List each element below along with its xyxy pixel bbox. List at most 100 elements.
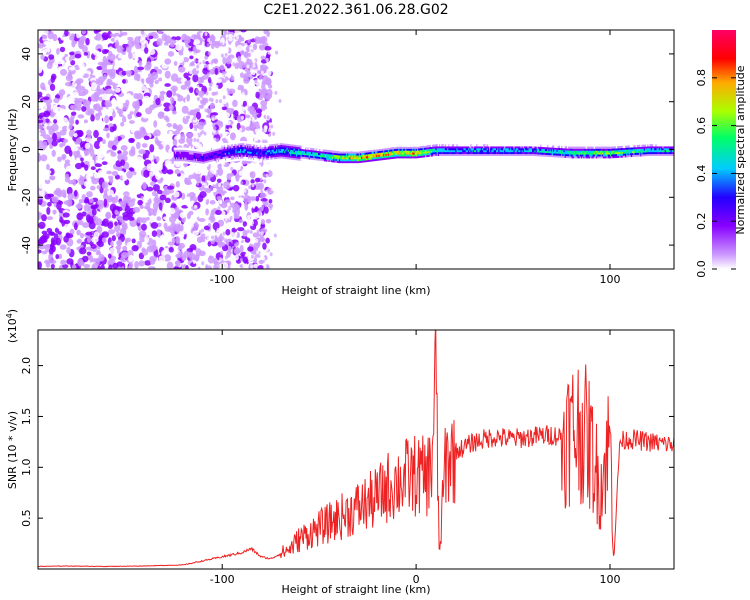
spectrogram-ridge-cell xyxy=(511,151,514,155)
spectrogram-ridge-cell xyxy=(507,144,510,147)
spectrogram-ridge-cell xyxy=(427,154,430,158)
spectrogram-ridge-cell xyxy=(199,149,202,152)
spectrogram-ridge-cell xyxy=(458,149,461,153)
spectrogram-noise-cell xyxy=(191,97,195,102)
spectrogram-noise-cell xyxy=(193,138,197,143)
spectrogram-ridge-cell xyxy=(444,151,448,155)
spectrogram-ridge-cell xyxy=(208,146,211,149)
spectrogram-noise-cell xyxy=(157,111,165,119)
spectrogram-noise-cell xyxy=(104,115,110,124)
spectrogram-ridge-cell xyxy=(281,141,285,144)
spectrogram-ridge-cell xyxy=(523,151,527,155)
spectrogram-ridge-cell xyxy=(276,147,279,150)
spectrogram-ridge-cell xyxy=(504,151,507,155)
spectrogram-noise-cell xyxy=(247,246,254,252)
spectrogram-ridge-cell xyxy=(384,150,387,153)
spectrogram-ridge-cell xyxy=(327,155,330,158)
spectrogram-noise-cell xyxy=(234,225,238,230)
spectrogram-noise-cell xyxy=(74,53,82,59)
spectrogram-ridge-cell xyxy=(343,149,346,152)
spectrogram-ridge-cell xyxy=(529,144,532,147)
spectrogram-ridge-cell xyxy=(312,153,315,157)
spectrogram-ridge-cell xyxy=(413,146,416,149)
spectrogram-ridge-cell xyxy=(276,152,279,156)
spectrogram-noise-cell xyxy=(210,209,215,215)
spectrogram-noise-cell xyxy=(213,126,217,131)
spectrogram-ridge-cell xyxy=(350,160,353,164)
spectrogram-ridge-cell xyxy=(173,147,176,150)
spectrogram-ridge-cell xyxy=(442,146,445,149)
spectrogram-ridge-cell xyxy=(195,160,199,163)
spectrogram-ridge-cell xyxy=(371,161,374,164)
spectrogram-ridge-cell xyxy=(337,153,340,156)
spectrogram-ridge-cell xyxy=(317,156,321,159)
spectrogram-noise-cell xyxy=(199,191,207,198)
spectrogram-noise-cell xyxy=(149,244,157,253)
spectrogram-ridge-cell xyxy=(466,148,470,151)
spectrogram-ridge-cell xyxy=(390,149,393,152)
spectrogram-noise-cell xyxy=(44,178,51,185)
spectrogram-ridge-cell xyxy=(355,160,358,164)
spectrogram-ridge-cell xyxy=(247,158,250,161)
spectrogram-noise-cell xyxy=(133,93,139,100)
spectrogram-ridge-cell xyxy=(342,159,345,162)
spectrogram-ridge-cell xyxy=(441,153,444,157)
spectrogram-ridge-cell xyxy=(250,151,253,154)
spectrogram-ridge-cell xyxy=(256,150,259,153)
spectrogram-ridge-cell xyxy=(337,157,340,160)
spectrogram-ridge-cell xyxy=(470,148,473,151)
spectrogram-noise-cell xyxy=(38,153,41,162)
spectrogram-noise-cell xyxy=(243,76,250,84)
spectrogram-ridge-cell xyxy=(219,144,222,147)
spectrogram-ridge-cell xyxy=(307,153,310,156)
spectrogram-noise-cell xyxy=(265,136,269,141)
spectrogram-ridge-cell xyxy=(188,159,192,162)
spectrogram-noise-cell xyxy=(91,264,96,269)
spectrogram-noise-cell xyxy=(219,257,223,262)
spectrogram-ridge-cell xyxy=(219,155,222,158)
spectrogram-ridge-cell xyxy=(278,150,281,153)
spectrogram-ridge-cell xyxy=(222,143,225,146)
spectrogram-ridge-cell xyxy=(438,144,442,147)
spectrogram-ridge-cell xyxy=(235,158,238,162)
spectrogram-noise-cell xyxy=(59,129,67,136)
spectrogram-ridge-cell xyxy=(475,151,478,155)
spectrogram-ridge-cell xyxy=(415,156,418,159)
spectrogram-noise-cell xyxy=(46,206,51,215)
spectrogram-ridge-cell xyxy=(421,153,424,156)
spectrogram-ridge-cell xyxy=(334,152,337,155)
spectrogram-ridge-cell xyxy=(302,150,306,154)
spectrogram-ridge-cell xyxy=(533,153,536,157)
spectrogram-noise-cell xyxy=(68,149,73,157)
spectrogram-noise-cell xyxy=(224,52,228,57)
spectrogram-ridge-cell xyxy=(244,148,247,152)
spectrogram-ridge-cell xyxy=(298,150,301,153)
spectrogram-ridge-cell xyxy=(212,145,215,148)
spectrogram-ridge-cell xyxy=(243,144,246,148)
spectrogram-ridge-cell xyxy=(479,151,482,155)
spectrogram-noise-cell xyxy=(115,182,121,191)
spectrogram-ridge-cell xyxy=(484,151,487,155)
spectrogram-noise-cell xyxy=(192,230,199,236)
spectrogram-ridge-cell xyxy=(288,155,292,158)
spectrogram-noise-cell xyxy=(148,153,154,161)
spectrogram-noise-cell xyxy=(109,126,115,133)
spectrogram-ridge-cell xyxy=(247,151,250,154)
spectrogram-ridge-cell xyxy=(306,155,309,158)
spectrogram-ridge-cell xyxy=(254,153,257,157)
spectrogram-ridge-cell xyxy=(281,148,285,151)
spectrogram-ridge-cell xyxy=(512,144,515,147)
spectrogram-noise-cell xyxy=(204,233,208,238)
spectrogram-ridge-cell xyxy=(375,153,378,156)
spectrogram-ridge-cell xyxy=(402,156,406,159)
spectrogram-ridge-cell xyxy=(264,154,267,157)
spectrogram-ridge-cell xyxy=(278,143,281,146)
spectrogram-ridge-cell xyxy=(425,149,428,152)
spectrogram-noise-cell xyxy=(52,209,57,215)
spectrogram-ridge-cell xyxy=(190,159,193,163)
spectrogram-ridge-cell xyxy=(235,156,238,160)
spectrogram-ridge-cell xyxy=(355,155,358,158)
spectrogram-ridge-cell xyxy=(422,147,425,150)
spectrogram-noise-cell xyxy=(151,71,159,80)
spectrogram-ridge-cell xyxy=(366,161,370,164)
